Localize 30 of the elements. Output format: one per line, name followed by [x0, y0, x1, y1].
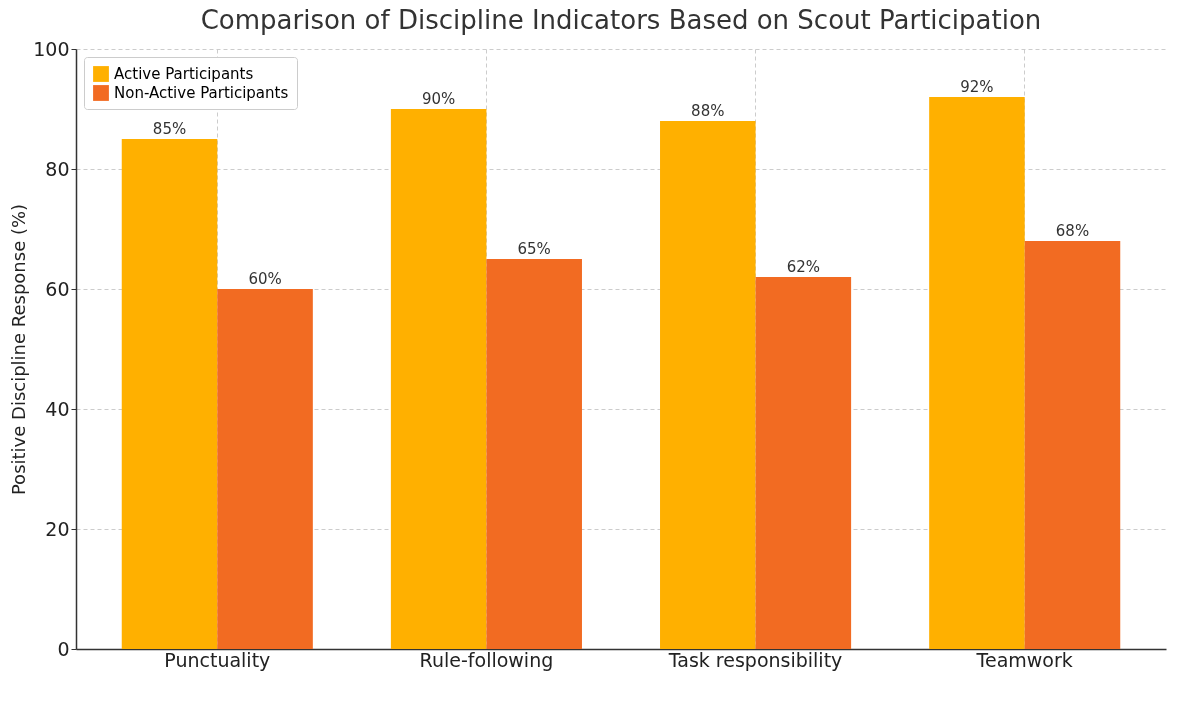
legend-label: Active Participants	[114, 65, 254, 83]
bar	[390, 109, 487, 649]
data-label: 92%	[960, 78, 994, 96]
bar	[660, 121, 756, 649]
y-tick-label: 100	[33, 37, 70, 60]
x-tick-label: Teamwork	[975, 648, 1073, 671]
data-label: 62%	[786, 258, 821, 276]
data-label: 90%	[421, 90, 456, 108]
y-tick-label: 20	[45, 517, 70, 540]
x-tick-label: Punctuality	[164, 648, 271, 671]
chart-title: Comparison of Discipline Indicators Based on Scout Participation	[200, 5, 1042, 35]
y-tick-label: 80	[45, 157, 70, 180]
data-label: 85%	[152, 120, 187, 138]
y-axis-title: Positive Discipline Response (%)	[8, 203, 30, 496]
data-label: 68%	[1055, 222, 1090, 240]
bar	[217, 289, 313, 649]
y-tick-label: 40	[45, 397, 70, 420]
y-tick-label: 60	[45, 277, 70, 300]
bar	[1024, 241, 1121, 649]
x-tick-label: Task responsibility	[667, 648, 843, 671]
data-label: 65%	[517, 240, 551, 258]
data-label: 88%	[691, 102, 725, 120]
bar	[929, 97, 1025, 649]
data-label: 60%	[248, 270, 282, 288]
legend-label: Non-Active Participants	[114, 84, 289, 102]
x-tick-label: Rule-following	[419, 648, 554, 671]
y-tick-label: 0	[57, 637, 70, 660]
bar	[486, 259, 582, 649]
bar	[121, 139, 218, 649]
bar	[755, 277, 852, 649]
